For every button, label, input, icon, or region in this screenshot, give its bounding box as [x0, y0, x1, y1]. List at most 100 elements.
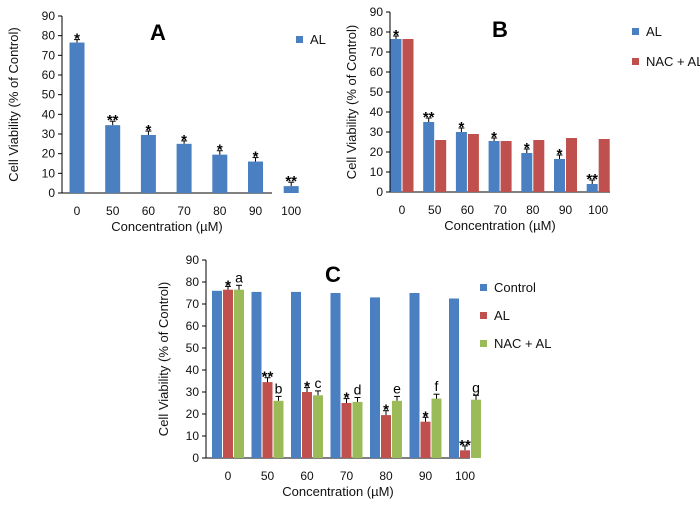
y-tick-label: 60 — [186, 319, 200, 333]
y-tick-label: 40 — [370, 105, 384, 119]
x-tick-label: 100 — [455, 469, 475, 483]
legend-swatch — [632, 28, 639, 35]
series-al: ****** *** — [223, 277, 471, 458]
legend-label: AL — [646, 24, 662, 39]
bar — [420, 421, 431, 458]
bar — [212, 154, 228, 193]
x-tick-label: 90 — [249, 204, 263, 218]
y-tick-label: 70 — [42, 48, 56, 62]
data-label: * — [74, 31, 80, 48]
y-tick-label: 30 — [42, 127, 56, 141]
series-al: ****** *** — [69, 31, 299, 193]
bar — [533, 140, 545, 192]
bar — [370, 297, 380, 458]
y-tick-label: 80 — [186, 275, 200, 289]
y-tick-label: 10 — [370, 165, 384, 179]
y-tick-label: 20 — [42, 147, 56, 161]
data-label: ** — [262, 369, 274, 386]
bar — [423, 122, 435, 192]
data-label: * — [393, 27, 399, 44]
y-tick-label: 60 — [370, 65, 384, 79]
legend-label: Control — [494, 280, 536, 295]
legend-label: NAC + AL — [494, 336, 551, 351]
bar — [223, 289, 233, 458]
bar — [431, 398, 442, 458]
data-label: * — [181, 132, 187, 149]
series-al: ****** *** — [390, 27, 598, 192]
legend-label: AL — [310, 32, 326, 47]
x-tick-label: 80 — [526, 203, 540, 217]
bar — [409, 293, 420, 458]
x-tick-label: 60 — [300, 469, 314, 483]
bar — [500, 141, 512, 192]
bar — [435, 140, 447, 192]
x-axis-title: Concentration (µM) — [282, 484, 394, 499]
x-tick-label: 0 — [74, 204, 81, 218]
bar — [392, 400, 402, 458]
data-label: a — [235, 269, 243, 285]
y-tick-label: 20 — [186, 407, 200, 421]
y-axis-title: Cell Viability (% of Control) — [6, 27, 21, 181]
data-label: ** — [285, 173, 297, 190]
data-label: * — [491, 129, 497, 146]
legend-label: NAC + AL — [646, 54, 700, 69]
y-tick-label: 90 — [370, 5, 384, 19]
bar — [460, 450, 470, 458]
legend-swatch — [480, 312, 487, 319]
data-label: * — [225, 277, 231, 294]
data-label: ** — [423, 109, 435, 126]
x-tick-label: 70 — [340, 469, 354, 483]
y-tick-label: 50 — [370, 85, 384, 99]
y-tick-label: 0 — [48, 186, 55, 200]
x-axis-title: Concentration (µM) — [444, 218, 556, 233]
x-tick-label: 80 — [213, 204, 227, 218]
x-tick-label: 0 — [399, 203, 406, 217]
y-tick-label: 90 — [42, 9, 56, 23]
x-tick-label: 60 — [142, 204, 156, 218]
data-label: * — [344, 390, 350, 407]
bar — [234, 289, 244, 458]
bar — [176, 143, 192, 193]
bar — [352, 401, 363, 458]
y-axis-title: Cell Viability (% of Control) — [344, 25, 359, 179]
x-tick-label: 60 — [461, 203, 475, 217]
y-axis-title: Cell Viability (% of Control) — [156, 282, 171, 436]
bar — [302, 392, 312, 458]
series-control — [212, 290, 459, 458]
bar — [390, 39, 402, 192]
x-tick-label: 70 — [177, 204, 191, 218]
y-tick-label: 80 — [370, 25, 384, 39]
data-label: * — [557, 146, 563, 163]
data-label: e — [393, 380, 401, 396]
legend: AL — [296, 32, 326, 47]
panel-letter: C — [325, 262, 341, 287]
bar — [554, 159, 565, 192]
bar — [455, 132, 467, 192]
y-tick-label: 10 — [42, 166, 56, 180]
x-tick-label: 70 — [493, 203, 507, 217]
y-tick-label: 40 — [42, 107, 56, 121]
data-label: * — [304, 379, 310, 396]
bar — [467, 134, 479, 192]
data-label: g — [472, 379, 480, 395]
y-tick-label: 20 — [370, 145, 384, 159]
bar — [140, 134, 156, 193]
y-tick-label: 0 — [192, 451, 199, 465]
x-axis-title: Concentration (µM) — [111, 219, 223, 234]
x-tick-label: 90 — [559, 203, 573, 217]
y-tick-label: 70 — [186, 297, 200, 311]
bar — [251, 291, 262, 458]
data-label: c — [315, 375, 322, 391]
x-tick-label: 50 — [428, 203, 442, 217]
bar — [341, 403, 352, 458]
y-tick-label: 50 — [42, 88, 56, 102]
bar — [449, 298, 459, 458]
x-tick-label: 90 — [419, 469, 433, 483]
x-tick-label: 100 — [588, 203, 608, 217]
x-tick-label: 50 — [106, 204, 120, 218]
bar — [471, 399, 481, 458]
y-tick-label: 90 — [186, 253, 200, 267]
